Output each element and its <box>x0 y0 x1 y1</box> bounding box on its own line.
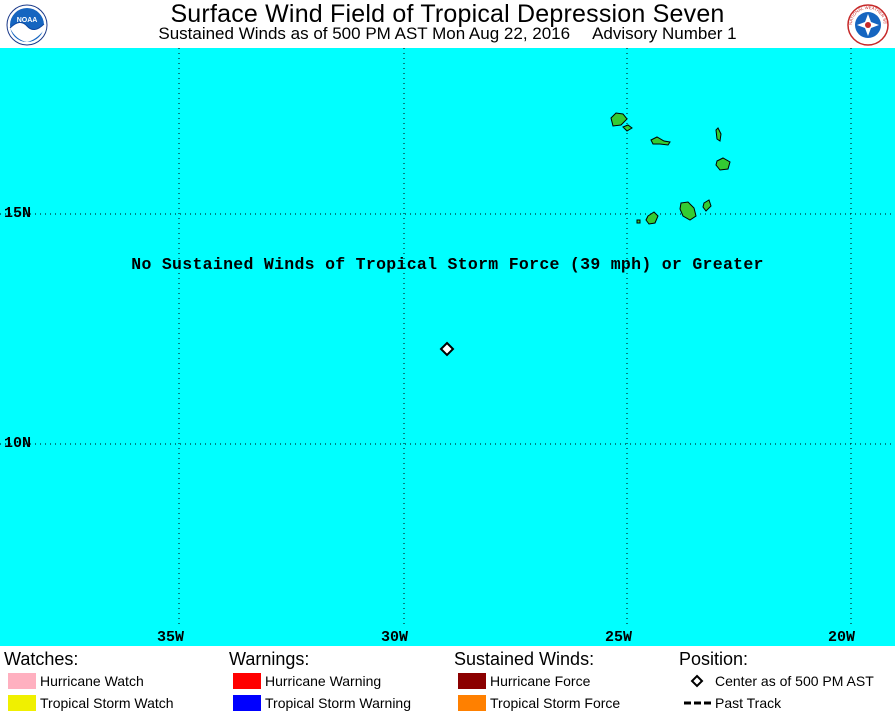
legend-watches-heading: Watches: <box>4 649 79 669</box>
legend-item-center: Center as of 500 PM AST <box>679 670 874 692</box>
header: NOAA Surface Wind Field of Tropical Depr… <box>0 0 895 48</box>
tropical-storm-warning-swatch <box>233 695 261 711</box>
legend-warnings-heading: Warnings: <box>229 649 310 669</box>
hurricane-warning-swatch <box>233 673 261 689</box>
island-maio <box>702 199 712 212</box>
island-sao-nicolau <box>650 136 671 146</box>
tropical-storm-force-swatch <box>458 695 486 711</box>
nws-logo-icon: NATIONAL WEATHER SERVICE <box>847 4 889 46</box>
past-track-label: Past Track <box>715 695 782 711</box>
legend-position-heading: Position: <box>679 649 749 669</box>
tropical-storm-force-label: Tropical Storm Force <box>490 695 621 711</box>
hurricane-force-label: Hurricane Force <box>490 673 591 689</box>
island-santiago <box>679 201 697 221</box>
diamond-icon <box>690 674 704 688</box>
legend-item-past-track: Past Track <box>679 692 781 714</box>
map-area: 15N 10N 35W 30W 25W 20W No Sustained Win… <box>0 48 895 646</box>
legend-item-hurricane-force: Hurricane Force <box>454 670 594 692</box>
storm-center-icon <box>439 341 455 357</box>
island-sao-vicente <box>622 124 633 132</box>
center-position-label: Center as of 500 PM AST <box>715 673 874 689</box>
legend-item-hurricane-warning: Hurricane Warning <box>229 670 381 692</box>
lon-label-25w: 25W <box>605 629 633 646</box>
lon-label-30w: 30W <box>381 629 409 646</box>
island-sal <box>715 127 722 142</box>
island-brava <box>636 219 641 224</box>
subtitle-advisory: Advisory Number 1 <box>592 24 737 43</box>
legend-item-hurricane-watch: Hurricane Watch <box>4 670 144 692</box>
lat-label-15n: 15N <box>4 205 32 222</box>
tropical-storm-warning-label: Tropical Storm Warning <box>265 695 412 711</box>
noaa-logo-text: NOAA <box>17 17 38 24</box>
dashed-line-icon <box>684 701 711 705</box>
wind-status-note: No Sustained Winds of Tropical Storm For… <box>131 255 764 274</box>
hurricane-watch-label: Hurricane Watch <box>40 673 144 689</box>
subtitle-time: Sustained Winds as of 500 PM AST Mon Aug… <box>158 24 571 43</box>
tropical-storm-watch-swatch <box>8 695 36 711</box>
noaa-logo-icon: NOAA <box>6 4 48 46</box>
tropical-storm-watch-label: Tropical Storm Watch <box>40 695 174 711</box>
hurricane-force-swatch <box>458 673 486 689</box>
island-boa-vista <box>715 157 731 171</box>
legend-watches: Watches: Hurricane Watch Tropical Storm … <box>4 648 174 714</box>
page-subtitle: Sustained Winds as of 500 PM AST Mon Aug… <box>0 24 895 44</box>
legend-item-tropical-storm-force: Tropical Storm Force <box>454 692 620 714</box>
island-fogo <box>645 211 659 225</box>
legend-item-tropical-storm-watch: Tropical Storm Watch <box>4 692 174 714</box>
lat-label-10n: 10N <box>4 435 32 452</box>
legend-warnings: Warnings: Hurricane Warning Tropical Sto… <box>229 648 411 714</box>
legend-item-tropical-storm-warning: Tropical Storm Warning <box>229 692 411 714</box>
legend-winds-heading: Sustained Winds: <box>454 649 595 669</box>
page-title: Surface Wind Field of Tropical Depressio… <box>170 0 725 28</box>
hurricane-watch-swatch <box>8 673 36 689</box>
map-canvas <box>0 48 895 628</box>
legend-position: Position: Center as of 500 PM AST Past T… <box>679 648 874 714</box>
legend-winds: Sustained Winds: Hurricane Force Tropica… <box>454 648 620 714</box>
cape-verde-islands <box>610 112 731 225</box>
lon-label-20w: 20W <box>828 629 856 646</box>
legend: Watches: Hurricane Watch Tropical Storm … <box>0 646 895 716</box>
hurricane-warning-label: Hurricane Warning <box>265 673 382 689</box>
island-santo-antao <box>610 112 628 127</box>
lon-label-35w: 35W <box>157 629 185 646</box>
graticule <box>0 48 895 628</box>
